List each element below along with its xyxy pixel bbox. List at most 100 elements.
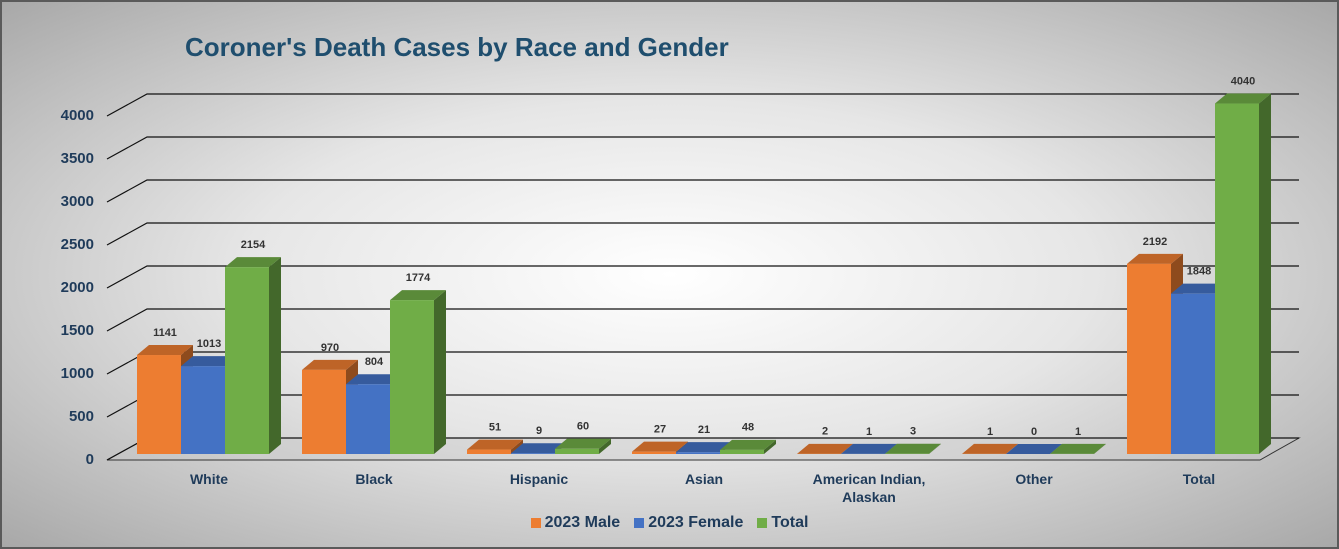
bar-top	[1171, 283, 1227, 294]
grid-line	[106, 93, 1299, 117]
bar-top	[962, 443, 1018, 454]
y-tick-label: 1000	[61, 365, 94, 382]
data-label: 1	[1075, 426, 1081, 438]
legend-item: 2023 Male	[530, 514, 621, 532]
legend-label: 2023 Male	[544, 514, 621, 531]
bar-top	[632, 441, 688, 452]
bar	[555, 448, 599, 454]
bar	[346, 384, 390, 454]
data-label: 4040	[1231, 75, 1255, 87]
x-tick-label: Other	[1015, 471, 1053, 487]
bar	[302, 369, 346, 454]
data-label: 9	[536, 425, 542, 437]
bar-side	[434, 290, 446, 454]
y-tick-label: 1500	[61, 322, 94, 339]
bar-top	[797, 443, 853, 454]
legend-swatch	[757, 518, 768, 528]
grid-line	[106, 394, 1299, 418]
data-label: 1141	[153, 327, 177, 339]
grid-line	[106, 179, 1299, 203]
y-tick-label: 0	[86, 451, 94, 468]
legend-swatch	[530, 518, 541, 528]
bar-top	[555, 438, 611, 449]
bar	[390, 300, 434, 454]
bar-side	[1259, 93, 1271, 454]
x-tick-label: Asian	[684, 471, 724, 487]
bar-top	[390, 290, 446, 301]
data-label: 2192	[1143, 236, 1167, 248]
bar-side	[269, 257, 281, 454]
data-label: 3	[910, 426, 916, 438]
data-label: 1	[987, 426, 993, 438]
chart-title: Coroner's Death Cases by Race and Gender	[185, 32, 729, 62]
x-tick-label: Black	[355, 471, 393, 487]
bar	[632, 451, 676, 454]
grid-line	[106, 136, 1299, 160]
x-tick-label: Total	[1182, 471, 1216, 487]
data-label: 2	[822, 426, 828, 438]
y-tick-label: 4000	[61, 107, 94, 124]
grid-line	[106, 222, 1299, 246]
bar-top	[841, 443, 897, 454]
data-label: 1	[866, 426, 872, 438]
bar	[1171, 293, 1215, 454]
bar-side	[511, 439, 523, 454]
data-label: 48	[742, 422, 754, 434]
bar	[1215, 103, 1259, 454]
y-tick-label: 3000	[61, 193, 94, 210]
bar-side	[599, 438, 611, 454]
data-label: 1848	[1187, 266, 1211, 278]
legend-label: Total	[771, 514, 809, 531]
bar	[181, 366, 225, 454]
bar	[137, 355, 181, 454]
grid-line	[106, 265, 1299, 289]
data-label: 21	[698, 424, 710, 436]
y-tick-label: 500	[69, 408, 94, 425]
data-label: 970	[321, 342, 339, 354]
bar	[511, 453, 555, 454]
data-label: 1774	[406, 272, 431, 284]
bar	[225, 267, 269, 454]
grid-line	[106, 351, 1299, 375]
bar-top	[511, 443, 567, 454]
bar	[1127, 263, 1171, 454]
y-tick-label: 3500	[61, 150, 94, 167]
bar	[467, 449, 511, 454]
bar-side	[1094, 443, 1106, 454]
bar-top	[1127, 253, 1183, 264]
bar-top	[137, 345, 193, 356]
bar-top	[467, 439, 523, 450]
bar-top	[181, 356, 237, 367]
data-label: 27	[654, 424, 666, 436]
data-label: 0	[1031, 426, 1037, 438]
bar-top	[676, 442, 732, 453]
legend: 2023 Male 2023 Female Total	[2, 514, 1337, 532]
bar	[676, 452, 720, 454]
bar-top	[720, 439, 776, 450]
bar-top	[346, 374, 402, 385]
data-label: 2154	[241, 239, 266, 251]
bar-side	[929, 443, 941, 454]
data-label: 804	[365, 356, 384, 368]
bar-top	[885, 443, 941, 454]
x-tick-label: White	[189, 471, 229, 487]
bar-top	[1215, 93, 1271, 104]
data-label: 1013	[197, 338, 221, 350]
x-tick-label: Hispanic	[509, 471, 569, 487]
bar-top	[1050, 443, 1106, 454]
grid-line	[106, 308, 1299, 332]
bar-side	[764, 439, 776, 454]
y-tick-label: 2500	[61, 236, 94, 253]
legend-swatch	[634, 518, 645, 528]
legend-item: 2023 Female	[634, 514, 743, 532]
bar-top	[1006, 444, 1062, 454]
bar-top	[225, 257, 281, 268]
bar-side	[1006, 443, 1018, 454]
bar-top	[302, 359, 358, 370]
legend-label: 2023 Female	[648, 514, 744, 531]
bar	[720, 449, 764, 454]
data-label: 51	[489, 421, 501, 433]
x-tick-label: American Indian, Alaskan	[812, 471, 926, 505]
